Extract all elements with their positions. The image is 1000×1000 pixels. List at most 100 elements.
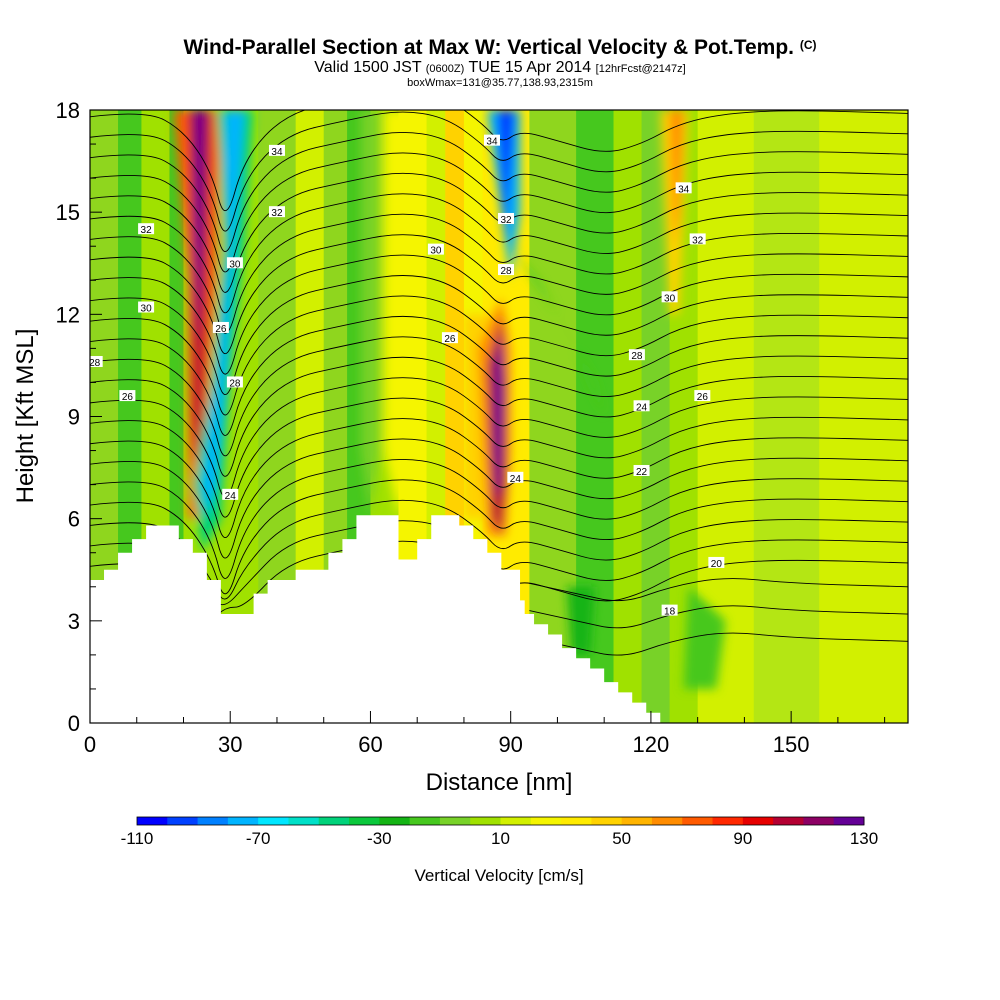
colorbar-swatch [349, 817, 380, 825]
theta-contour [90, 438, 908, 559]
forecast-info: [12hrFcst@2147z] [595, 63, 686, 75]
theta-contour [529, 578, 908, 602]
field-band [753, 110, 821, 723]
svg-text:32: 32 [500, 215, 512, 226]
colorbar-swatch [500, 817, 532, 825]
theta-label: 28 [89, 356, 103, 369]
theta-label: 32 [138, 223, 155, 236]
velocity-region [195, 110, 205, 349]
theta-label: 26 [441, 332, 458, 345]
terrain-mask [90, 515, 661, 723]
theta-contour [90, 377, 908, 497]
colorbar-swatch [379, 817, 411, 825]
colorbar-tick-label: 10 [491, 829, 510, 848]
svg-text:28: 28 [500, 266, 512, 277]
colorbar-swatch [470, 817, 501, 825]
theta-label: 32 [689, 233, 706, 246]
theta-contour [529, 632, 908, 656]
field-band [613, 110, 643, 723]
theta-contour [90, 397, 908, 518]
svg-text:18: 18 [664, 607, 676, 618]
theta-label: 18 [661, 604, 678, 618]
velocity-region [566, 586, 595, 655]
colorbar-swatch [651, 817, 683, 825]
theta-label: 34 [268, 144, 285, 158]
colorbar-frame [136, 816, 865, 826]
theta-contour [90, 418, 908, 538]
svg-text:24: 24 [510, 474, 522, 485]
theta-contour [90, 172, 908, 293]
svg-text:24: 24 [636, 402, 648, 413]
theta-label: 30 [661, 291, 678, 304]
theta-contour [90, 132, 908, 252]
svg-text:28: 28 [631, 351, 643, 362]
theta-label: 30 [427, 243, 444, 257]
y-tick-label: 12 [56, 302, 80, 327]
colorbar-swatch [803, 817, 835, 825]
svg-text:26: 26 [215, 324, 227, 335]
x-axis-label: Distance [nm] [426, 769, 573, 796]
theta-label: 30 [138, 301, 155, 315]
colorbar-tick-label: -70 [246, 829, 271, 848]
svg-text:28: 28 [89, 358, 101, 369]
svg-text:28: 28 [229, 378, 241, 389]
colorbar-swatch [742, 817, 774, 825]
colorbar-swatch [621, 817, 653, 825]
velocity-region [496, 110, 516, 247]
theta-label: 22 [633, 464, 650, 478]
theta-label: 34 [483, 134, 500, 148]
svg-text:20: 20 [711, 559, 723, 570]
y-tick-label: 3 [68, 609, 80, 634]
theta-label: 26 [119, 390, 136, 403]
svg-text:26: 26 [697, 392, 709, 403]
y-tick-label: 6 [68, 507, 80, 532]
colorbar-swatch [773, 817, 804, 825]
theta-contour [90, 213, 908, 334]
svg-text:32: 32 [141, 225, 153, 236]
valid-zulu: (0600Z) [425, 63, 465, 75]
colorbar-swatch [439, 817, 471, 825]
colorbar-swatch [561, 817, 592, 825]
colorbar: -110 -70 -30 10 50 90 130 [121, 816, 878, 848]
velocity-region [683, 586, 726, 689]
y-axis-label: Height [Kft MSL] [12, 329, 39, 504]
theta-label: 30 [226, 257, 243, 270]
colorbar-swatch [318, 817, 350, 825]
box-info: boxWmax=131@35.77,138.93,2315m [407, 77, 593, 89]
theta-contour [90, 275, 908, 395]
svg-text:34: 34 [486, 137, 498, 148]
colorbar-swatch [137, 817, 168, 825]
x-tick-label: 0 [84, 732, 96, 757]
chart-title: Wind-Parallel Section at Max W: Vertical… [0, 36, 1000, 60]
x-tick-label: 90 [498, 732, 522, 757]
theta-label: 24 [633, 400, 650, 413]
valid-date: TUE 15 Apr 2014 [468, 59, 592, 76]
theta-label: 28 [226, 376, 243, 389]
theta-contour [90, 111, 908, 232]
theta-contour [90, 234, 908, 354]
theta-label: 34 [675, 182, 692, 195]
colorbar-swatch [258, 817, 289, 825]
colorbar-swatch [197, 817, 229, 825]
svg-text:24: 24 [225, 491, 237, 502]
colorbar-swatch [167, 817, 199, 825]
y-tick-label: 18 [56, 98, 80, 123]
plot-area: 28 26 30 32 24 28 26 30 32 34 26 30 28 32 34 24 28 24 22 18… [89, 110, 908, 723]
colorbar-swatch [833, 817, 865, 825]
y-tick-label: 0 [68, 711, 80, 736]
velocity-region [384, 110, 418, 519]
theta-label: 24 [507, 471, 524, 485]
theta-contour [90, 336, 908, 457]
theta-label: 32 [268, 206, 285, 219]
colorbar-swatch [591, 817, 623, 825]
contour-labels: 28 26 30 32 24 28 26 30 32 34 26 30 28 32 34 24 28 24 22 18… [89, 134, 725, 618]
velocity-region [494, 331, 504, 502]
svg-text:34: 34 [271, 147, 283, 158]
colorbar-swatch [530, 817, 562, 825]
svg-text:34: 34 [678, 184, 690, 195]
colorbar-swatch [712, 817, 744, 825]
valid-prefix: Valid 1500 JST [314, 59, 422, 76]
theta-label: 26 [694, 390, 711, 403]
colorbar-tick-label: 130 [850, 829, 878, 848]
